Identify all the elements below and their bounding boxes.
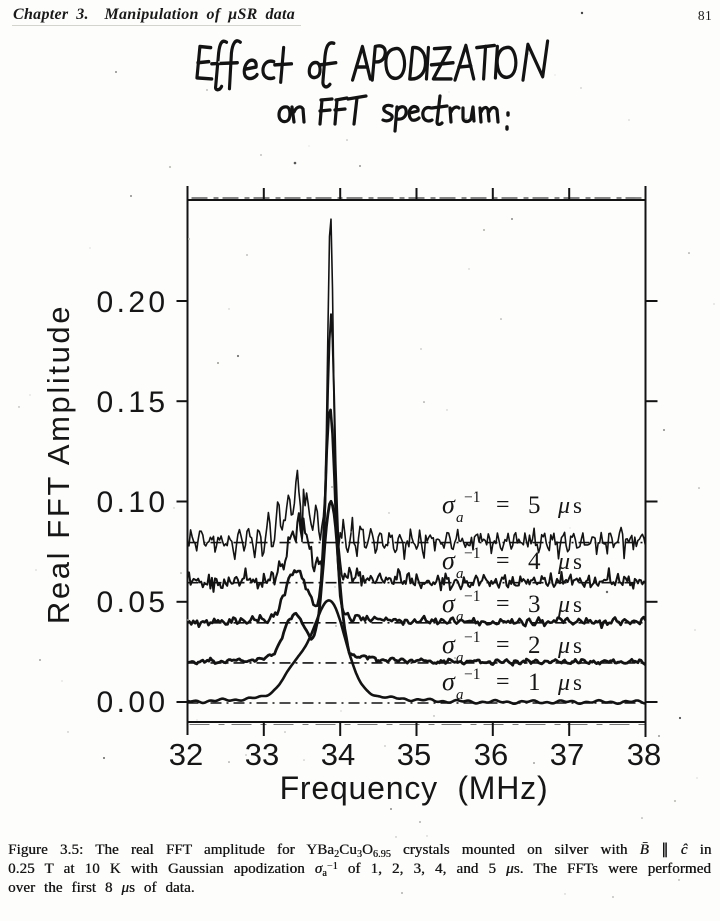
svg-text:σ: σ bbox=[442, 667, 456, 696]
svg-text:a: a bbox=[456, 566, 464, 582]
svg-text:38: 38 bbox=[627, 737, 661, 772]
svg-text:1: 1 bbox=[528, 669, 541, 696]
svg-text:μ: μ bbox=[557, 592, 570, 618]
svg-text:s: s bbox=[573, 493, 582, 518]
svg-text:=: = bbox=[496, 548, 510, 574]
svg-text:μ: μ bbox=[557, 549, 570, 575]
svg-text:32: 32 bbox=[169, 737, 203, 772]
svg-text:a: a bbox=[456, 687, 464, 703]
svg-text:0.05: 0.05 bbox=[97, 586, 169, 619]
svg-text:a: a bbox=[456, 510, 464, 526]
svg-text:4: 4 bbox=[528, 548, 541, 575]
svg-text:−1: −1 bbox=[464, 588, 481, 605]
svg-text:0.00: 0.00 bbox=[97, 686, 169, 719]
svg-text:34: 34 bbox=[321, 737, 355, 772]
svg-text:=: = bbox=[496, 669, 510, 695]
svg-text:35: 35 bbox=[397, 737, 431, 772]
svg-text:5: 5 bbox=[528, 492, 541, 519]
svg-text:Real FFT Amplitude: Real FFT Amplitude bbox=[41, 304, 76, 624]
svg-text:33: 33 bbox=[245, 737, 279, 772]
svg-text:=: = bbox=[496, 591, 510, 617]
svg-text:36: 36 bbox=[474, 737, 508, 772]
svg-text:0.15: 0.15 bbox=[97, 386, 169, 419]
svg-text:=: = bbox=[496, 492, 510, 518]
svg-text:37: 37 bbox=[550, 737, 584, 772]
svg-text:0.20: 0.20 bbox=[97, 286, 169, 319]
svg-text:3: 3 bbox=[528, 591, 541, 618]
svg-text:σ: σ bbox=[442, 546, 456, 575]
svg-text:σ: σ bbox=[442, 589, 456, 618]
svg-text:2: 2 bbox=[528, 632, 541, 659]
svg-text:μ: μ bbox=[557, 493, 570, 519]
svg-text:σ: σ bbox=[442, 630, 456, 659]
svg-text:−1: −1 bbox=[464, 629, 481, 646]
svg-text:μ: μ bbox=[557, 633, 570, 659]
svg-text:a: a bbox=[456, 609, 464, 625]
svg-text:s: s bbox=[573, 592, 582, 617]
svg-text:σ: σ bbox=[442, 490, 456, 519]
svg-text:s: s bbox=[573, 633, 582, 658]
svg-text:−1: −1 bbox=[464, 489, 481, 506]
svg-text:s: s bbox=[573, 549, 582, 574]
svg-text:0.10: 0.10 bbox=[97, 486, 169, 519]
svg-text:=: = bbox=[496, 632, 510, 658]
svg-text:Frequency (MHz): Frequency (MHz) bbox=[280, 770, 549, 806]
svg-text:a: a bbox=[456, 650, 464, 666]
svg-text:μ: μ bbox=[557, 670, 570, 696]
svg-text:s: s bbox=[573, 670, 582, 695]
svg-text:−1: −1 bbox=[464, 666, 481, 683]
svg-text:−1: −1 bbox=[464, 545, 481, 562]
